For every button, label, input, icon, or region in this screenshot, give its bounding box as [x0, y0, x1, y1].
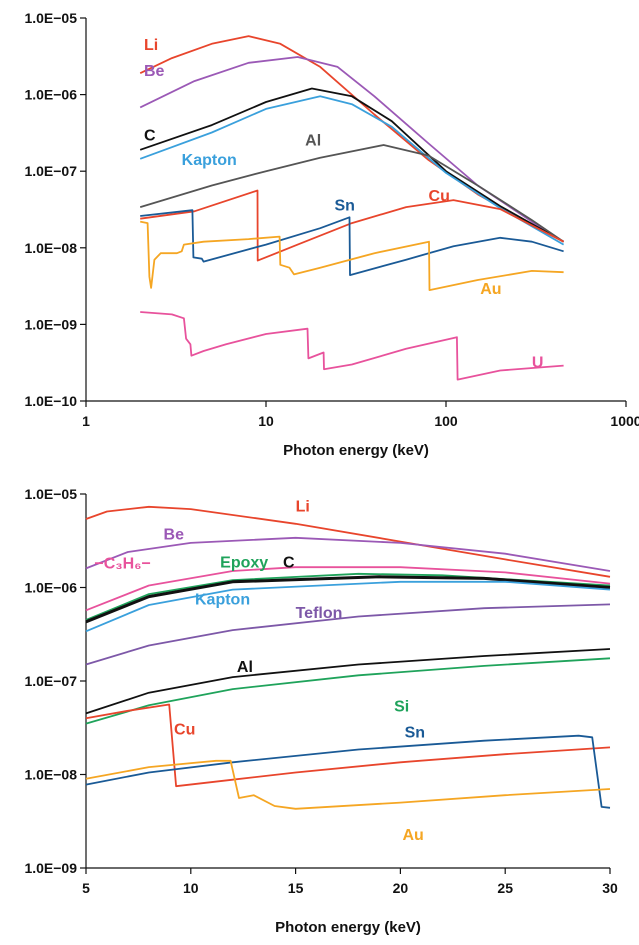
x-tick-label: 1: [82, 413, 90, 429]
y-tick-label: 1.0E−10: [24, 393, 77, 409]
series-line-cu: [140, 189, 565, 262]
upper-log-log-chart: 1.0E−10 1.0E−09 1.0E−08 1.0E−07 1.0E−06 1.0E−…: [24, 10, 639, 459]
series-label-be: Be: [144, 63, 165, 80]
x-tick-label: 10: [183, 880, 199, 896]
y-tick-label: 1.0E−05: [24, 486, 77, 502]
series-line-ch: [85, 566, 611, 612]
x-tick-label: 10: [258, 413, 274, 429]
series-line-al: [85, 648, 611, 715]
y-tick-label: 1.0E−06: [24, 580, 77, 596]
series-label-sn: Sn: [405, 724, 425, 741]
series-label-al: Al: [305, 132, 321, 149]
x-tick-label: 20: [393, 880, 409, 896]
series-label-al: Al: [237, 659, 253, 676]
series-label-cu: Cu: [429, 188, 450, 205]
series-label-c: C: [144, 128, 156, 145]
x-tick-label: 100: [434, 413, 458, 429]
series-label-epoxy: Epoxy: [220, 554, 268, 571]
y-tick-label: 1.0E−09: [24, 316, 77, 332]
y-tick-label: 1.0E−08: [24, 240, 77, 256]
x-axis-title: Photon energy (keV): [275, 919, 421, 936]
series-label-teflon: Teflon: [296, 605, 343, 622]
x-tick-label: 25: [497, 880, 513, 896]
series-line-c: [85, 575, 611, 624]
series-label-cu: Cu: [174, 722, 195, 739]
series-line-kapton: [139, 95, 565, 246]
series-label-si: Si: [394, 698, 409, 715]
series-label-ch: −C₃H₆−: [94, 556, 150, 573]
lower-linear-x-log-y-chart: 1.0E−09 1.0E−08 1.0E−07 1.0E−06 1.0E−05 5 10 15…: [24, 486, 618, 936]
y-tick-label: 1.0E−07: [24, 673, 77, 689]
series-label-li: Li: [296, 499, 310, 516]
series-line-be: [85, 536, 611, 572]
series-line-kapton: [85, 580, 611, 633]
series-line-si: [85, 657, 611, 725]
x-tick-label: 1000: [610, 413, 639, 429]
series-label-li: Li: [144, 37, 158, 54]
y-tick-label: 1.0E−07: [24, 163, 77, 179]
x-axis-title: Photon energy (keV): [283, 442, 429, 459]
y-tick-label: 1.0E−09: [24, 860, 77, 876]
x-tick-label: 5: [82, 880, 90, 896]
series-line-au: [85, 759, 611, 810]
x-tick-label: 30: [602, 880, 618, 896]
series-line-sn: [85, 734, 611, 809]
series-label-sn: Sn: [334, 197, 354, 214]
series-line-teflon: [85, 603, 611, 666]
series-label-au: Au: [480, 281, 501, 298]
series-label-u: U: [532, 354, 544, 371]
series-label-c: C: [283, 554, 295, 571]
series-line-sn: [140, 209, 564, 276]
series-line-au: [140, 220, 564, 291]
series-label-kapton: Kapton: [182, 152, 237, 169]
y-tick-label: 1.0E−08: [24, 767, 77, 783]
series-line-c: [139, 87, 565, 243]
series-line-cu: [85, 703, 611, 788]
series-line-al: [139, 144, 565, 243]
y-tick-label: 1.0E−06: [24, 87, 77, 103]
series-line-li: [85, 505, 611, 578]
x-tick-label: 15: [288, 880, 304, 896]
y-tick-label: 1.0E−05: [24, 10, 77, 26]
series-label-au: Au: [402, 827, 423, 844]
series-label-kapton: Kapton: [195, 592, 250, 609]
series-label-be: Be: [164, 526, 185, 543]
series-line-u: [140, 311, 564, 381]
